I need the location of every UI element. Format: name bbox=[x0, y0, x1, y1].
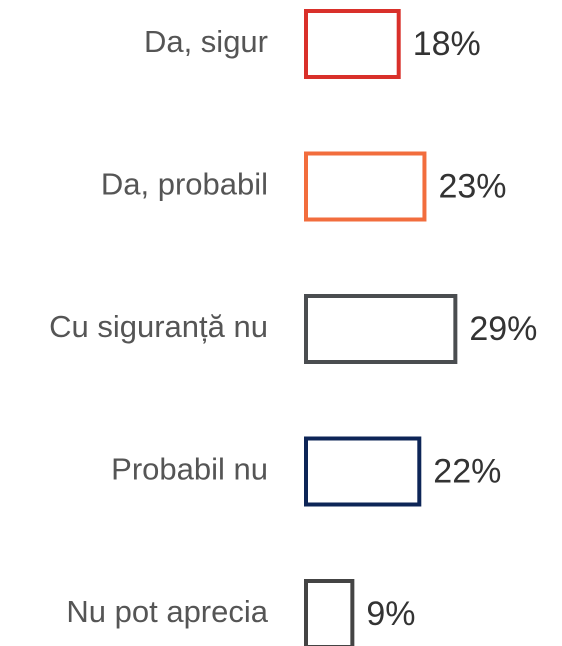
category-label: Probabil nu bbox=[111, 452, 268, 487]
category-label: Nu pot aprecia bbox=[66, 594, 268, 629]
value-label: 22% bbox=[433, 452, 501, 490]
bar bbox=[304, 151, 427, 222]
bar bbox=[304, 294, 458, 364]
bar bbox=[304, 9, 401, 79]
category-label: Da, probabil bbox=[101, 167, 268, 202]
value-label: 23% bbox=[438, 167, 506, 205]
bar bbox=[304, 579, 355, 646]
bar bbox=[304, 436, 422, 507]
value-label: 9% bbox=[366, 595, 415, 633]
value-label: 18% bbox=[413, 25, 481, 63]
category-label: Da, sigur bbox=[144, 24, 268, 59]
value-label: 29% bbox=[469, 310, 537, 348]
category-label: Cu siguranță nu bbox=[49, 309, 268, 344]
